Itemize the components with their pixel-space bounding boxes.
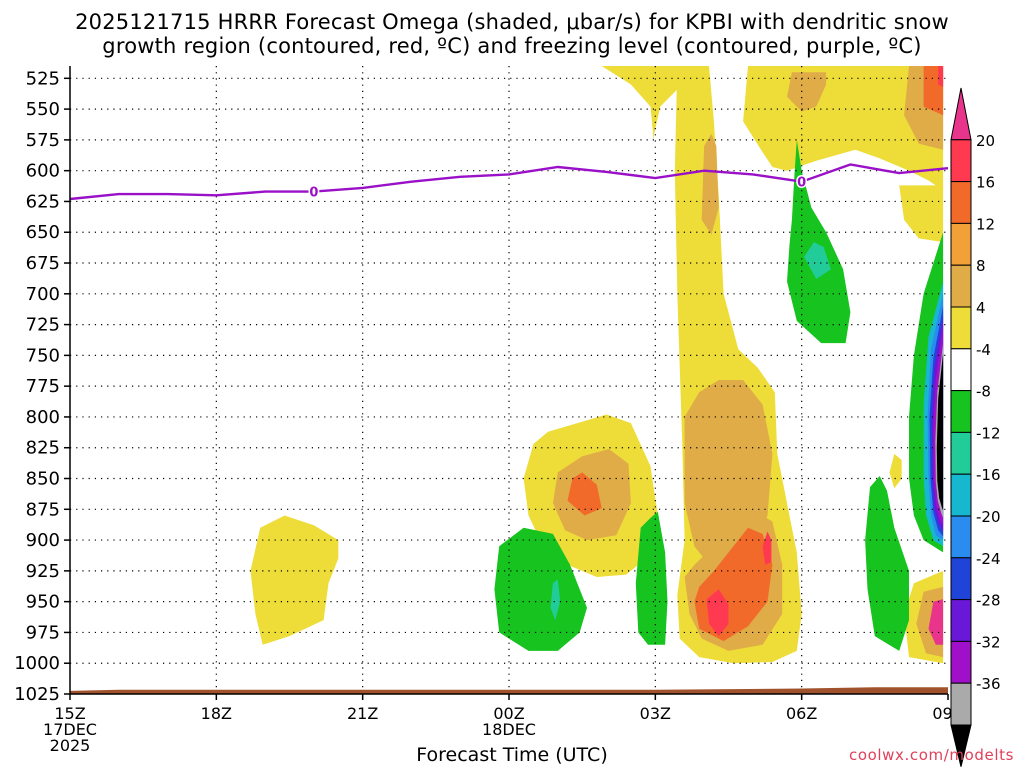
colorbar-segment: [950, 515, 972, 559]
colorbar-segment: [950, 640, 972, 684]
omega-shading-layer: [250, 66, 944, 664]
omega-region-8: [701, 133, 719, 235]
colorbar-segment: [950, 306, 972, 350]
omega-region--8: [804, 242, 831, 279]
y-tick-label: 900: [26, 530, 60, 551]
x-tick-label: 18DEC: [482, 720, 536, 739]
colorbar-label: -12: [976, 424, 1001, 442]
y-tick-label: 975: [26, 622, 60, 643]
gridlines: [70, 66, 948, 694]
colorbar-segment: [950, 348, 972, 392]
y-tick-label: 1025: [14, 684, 60, 705]
omega-region--8: [550, 579, 561, 621]
omega-region--4: [865, 476, 909, 651]
colorbar-label: -32: [976, 633, 1001, 651]
terrain-layer: [70, 687, 948, 694]
colorbar-segment: [950, 431, 972, 475]
x-axis-label: Forecast Time (UTC): [416, 744, 608, 766]
freezing-level-line: [69, 163, 949, 201]
freezing-level-label: 0: [797, 176, 806, 191]
colorbar-segment: [950, 557, 972, 601]
colorbar-segment: [950, 222, 972, 266]
colorbar-segment: [950, 264, 972, 308]
colorbar-label: -4: [976, 341, 991, 359]
chart-title-line1: 2025121715 HRRR Forecast Omega (shaded, …: [75, 10, 949, 34]
colorbar-bottom-arrow: [950, 724, 972, 767]
y-tick-label: 725: [26, 315, 60, 336]
x-tick-label: 2025: [50, 736, 91, 755]
colorbar-label: 4: [976, 299, 986, 317]
colorbar: 20 16 12 8 4 -4 -8 -12 -16 -20 -24 -28 -32 -36: [950, 87, 1001, 767]
chart-title-line2: growth region (contoured, red, ºC) and f…: [102, 34, 922, 58]
colorbar-segment: [950, 599, 972, 642]
colorbar-label: 12: [976, 215, 995, 233]
colorbar-label: 8: [976, 257, 986, 275]
x-tick-label: 00Z: [493, 704, 524, 723]
x-tick-label: 17DEC: [43, 720, 97, 739]
y-tick-label: 875: [26, 499, 60, 520]
colorbar-label: -20: [976, 508, 1001, 526]
y-tick-label: 525: [26, 68, 60, 89]
colorbar-top-arrow: [950, 87, 972, 141]
y-tick-label: 850: [26, 469, 60, 490]
omega-region-4: [889, 453, 902, 489]
x-tick-label: 06Z: [786, 704, 817, 723]
y-tick-label: 575: [26, 130, 60, 151]
y-tick-label: 1000: [14, 653, 60, 674]
colorbar-segment: [950, 181, 972, 224]
colorbar-label: -8: [976, 383, 991, 401]
omega-region-20: [938, 66, 944, 87]
x-tick-label: 21Z: [347, 704, 378, 723]
y-tick-label: 600: [26, 161, 60, 182]
y-tick-label: 750: [26, 345, 60, 366]
colorbar-label: 16: [976, 174, 995, 192]
colorbar-label: -16: [976, 466, 1001, 484]
y-tick-label: 550: [26, 99, 60, 120]
colorbar-label: -36: [976, 675, 1001, 693]
y-tick-label: 625: [26, 191, 60, 212]
y-tick-label: 775: [26, 376, 60, 397]
omega-region--4: [635, 511, 668, 645]
colorbar-label: -24: [976, 550, 1001, 568]
omega-region--4: [787, 139, 851, 344]
y-tick-label: 800: [26, 407, 60, 428]
colorbar-label: 20: [976, 132, 995, 150]
omega-region-8: [787, 72, 827, 112]
omega-region-20: [706, 589, 729, 637]
terrain-ground: [70, 687, 948, 694]
omega-region-4: [250, 515, 339, 645]
freezing-level-layer: 00: [69, 163, 949, 202]
freezing-level-label: 0: [309, 186, 318, 201]
colorbar-segment: [950, 682, 972, 726]
x-tick-label: 15Z: [54, 704, 85, 723]
credit-link[interactable]: coolwx.com/modelts: [849, 746, 1014, 764]
omega-region--4: [494, 527, 587, 651]
colorbar-segment: [950, 473, 972, 517]
colorbar-segment: [950, 139, 972, 183]
omega-region-4: [899, 185, 944, 243]
y-tick-label: 650: [26, 222, 60, 243]
omega-region-4: [601, 66, 685, 140]
omega-region-16: [928, 599, 944, 645]
omega-region-lt-36: [936, 352, 944, 511]
y-tick-label: 950: [26, 592, 60, 613]
x-tick-label: 03Z: [640, 704, 671, 723]
y-tick-label: 700: [26, 284, 60, 305]
colorbar-label: -28: [976, 592, 1001, 610]
y-tick-label: 925: [26, 561, 60, 582]
y-tick-label: 825: [26, 438, 60, 459]
axes: 525 550 575 600 625 650 675 700 725 750 775 800 825 8…: [14, 66, 964, 755]
y-tick-label: 675: [26, 253, 60, 274]
omega-region-12: [567, 472, 602, 516]
colorbar-segment: [950, 390, 972, 433]
x-tick-label: 18Z: [201, 704, 232, 723]
